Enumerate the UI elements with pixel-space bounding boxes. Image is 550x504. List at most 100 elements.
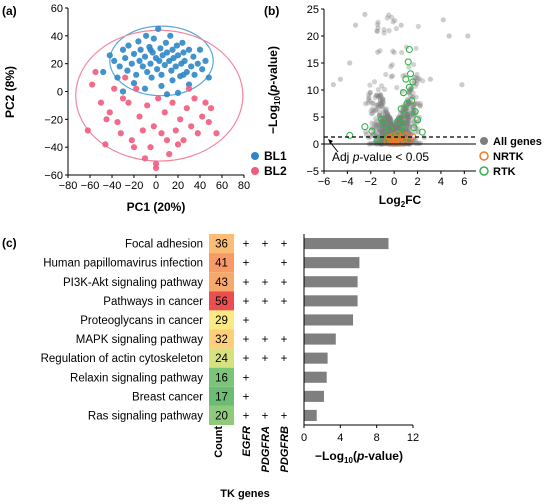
volcano-point-rtk: [411, 108, 419, 116]
volcano-point-all-genes: [387, 114, 393, 121]
volcano-point-all-genes: [386, 117, 392, 123]
volcano-point-all-genes: [412, 109, 418, 115]
pca-point-bl2: [207, 105, 215, 112]
legend-marker-nrtk: [479, 151, 489, 161]
pca-point-bl1: [119, 88, 127, 95]
volcano-point-all-genes: [377, 109, 383, 115]
tk-gene-mark: +: [243, 277, 250, 289]
volcano-point-all-genes: [392, 123, 399, 129]
pca-point-bl1: [154, 66, 161, 73]
volcano-point-all-genes: [459, 82, 465, 88]
volcano-point-all-genes: [385, 117, 391, 123]
tk-gene-mark: +: [262, 353, 269, 365]
volcano-point-all-genes: [376, 123, 383, 129]
volcano-point-all-genes: [414, 100, 421, 106]
pca-x-axis-label: PC1 (20%): [127, 200, 186, 214]
pca-point-bl1: [196, 46, 204, 53]
pca-point-bl2: [102, 141, 109, 148]
pca-point-bl2: [174, 141, 182, 148]
volcano-point-all-genes: [413, 74, 419, 81]
tk-gene-mark: +: [243, 334, 250, 346]
volcano-point-all-genes: [363, 129, 369, 135]
volcano-point-all-genes: [382, 111, 388, 117]
pathway-bar: [304, 314, 354, 326]
volcano-point-all-genes: [374, 28, 380, 34]
volcano-x-tick-label: 2: [414, 176, 420, 188]
volcano-point-all-genes: [379, 128, 385, 134]
volcano-point-all-genes: [368, 108, 374, 114]
pca-x-tick-label: 0: [153, 180, 159, 192]
volcano-point-all-genes: [379, 129, 385, 135]
volcano-point-all-genes: [406, 115, 412, 121]
volcano-y-tick-label: 10: [307, 85, 319, 97]
volcano-point-all-genes: [400, 120, 406, 126]
volcano-point-all-genes: [379, 83, 385, 89]
pathway-label: Ras signaling pathway: [88, 410, 203, 422]
volcano-point-all-genes: [394, 118, 400, 124]
volcano-point-all-genes: [371, 121, 377, 127]
volcano-point-all-genes: [410, 90, 416, 96]
pca-y-tick-label: −20: [44, 114, 63, 126]
volcano-point-all-genes: [381, 122, 387, 128]
pca-point-bl1: [191, 71, 198, 78]
volcano-point-all-genes: [405, 116, 411, 123]
volcano-point-all-genes: [388, 119, 395, 125]
pca-point-bl2: [141, 155, 149, 162]
volcano-point-all-genes: [440, 17, 446, 23]
pca-y-tick-label: −40: [44, 142, 63, 154]
volcano-point-all-genes: [377, 100, 384, 106]
volcano-point-all-genes: [406, 118, 412, 124]
legend-marker-bl1: [251, 152, 259, 160]
volcano-point-all-genes: [363, 101, 369, 107]
volcano-point-all-genes: [388, 121, 394, 127]
volcano-point-all-genes: [379, 129, 385, 136]
volcano-point-rtk: [406, 70, 415, 78]
pca-point-bl1: [124, 67, 131, 74]
volcano-point-all-genes: [415, 78, 421, 84]
pathway-label: PI3K-Akt signaling pathway: [63, 277, 203, 289]
count-cell: [209, 405, 234, 425]
pca-point-bl1: [162, 39, 169, 46]
pca-point-bl2: [139, 127, 146, 134]
volcano-point-all-genes: [407, 120, 413, 126]
volcano-point-all-genes: [384, 15, 390, 21]
pca-point-bl2: [97, 99, 105, 106]
volcano-point-nrtk: [387, 139, 395, 147]
volcano-point-all-genes: [394, 123, 400, 129]
pca-point-bl1: [167, 32, 174, 39]
volcano-point-all-genes: [379, 131, 385, 137]
volcano-point-all-genes: [380, 104, 386, 110]
volcano-point-all-genes: [375, 93, 381, 99]
volcano-x-tick-label: 0: [391, 176, 397, 188]
pca-point-bl1: [148, 74, 155, 81]
legend-label-all-genes: All genes: [493, 136, 542, 148]
volcano-point-all-genes: [403, 44, 410, 50]
volcano-point-all-genes: [406, 116, 412, 122]
pca-point-bl1: [141, 85, 149, 92]
volcano-point-all-genes: [404, 121, 410, 127]
volcano-point-all-genes: [409, 106, 415, 113]
volcano-point-all-genes: [397, 123, 403, 129]
tk-gene-header: PDGFRB: [279, 426, 291, 473]
volcano-point-all-genes: [390, 48, 396, 54]
pca-point-bl1: [125, 42, 132, 49]
tk-gene-header: EGFR: [241, 426, 253, 457]
count-value: 56: [215, 296, 228, 308]
volcano-point-all-genes: [371, 125, 377, 131]
pca-point-bl2: [191, 95, 198, 102]
volcano-point-all-genes: [383, 128, 389, 135]
pca-point-bl1: [190, 53, 197, 60]
volcano-point-all-genes: [386, 118, 393, 124]
volcano-x-tick-label: 4: [438, 176, 444, 188]
volcano-point-all-genes: [381, 128, 387, 134]
pca-point-bl1: [169, 77, 176, 84]
pca-y-axis-label: PC2 (8%): [3, 66, 17, 118]
volcano-point-all-genes: [410, 94, 416, 100]
volcano-point-all-genes: [383, 113, 389, 120]
volcano-point-all-genes: [413, 94, 419, 100]
volcano-point-all-genes: [377, 97, 384, 103]
volcano-point-rtk: [401, 126, 409, 135]
volcano-y-axis-label: −Log10(p-value): [266, 46, 282, 134]
pca-point-bl1: [128, 60, 135, 67]
volcano-point-all-genes: [406, 124, 412, 130]
